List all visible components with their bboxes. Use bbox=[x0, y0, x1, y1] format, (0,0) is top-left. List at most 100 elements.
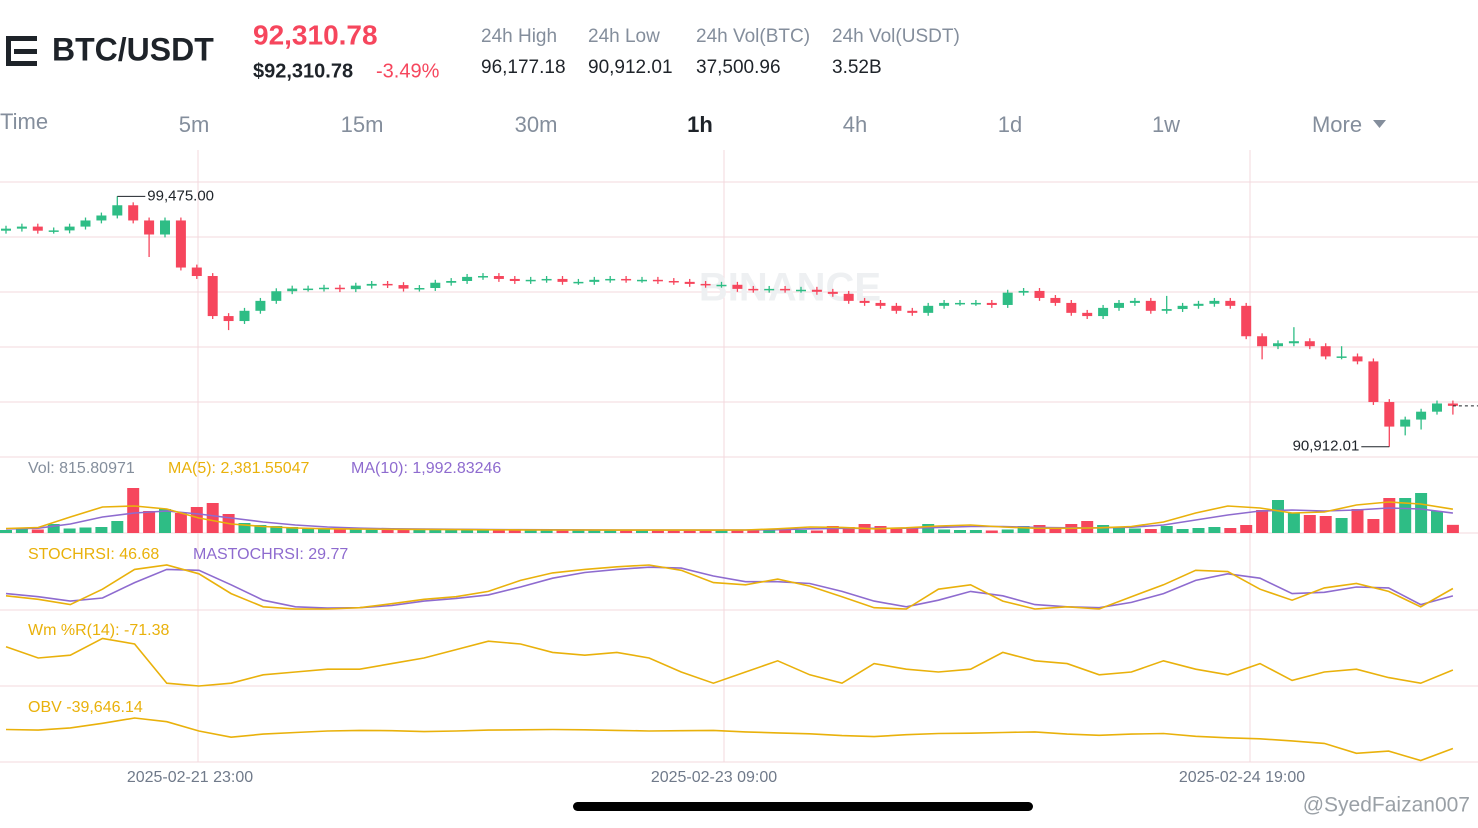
volume-bar bbox=[969, 530, 982, 533]
candle-body bbox=[1114, 302, 1124, 308]
volume-bar bbox=[461, 529, 474, 533]
candle-body bbox=[350, 285, 361, 290]
candle-body bbox=[64, 226, 75, 231]
candle-body bbox=[1384, 402, 1395, 427]
volume-bar bbox=[795, 530, 807, 533]
candle-body bbox=[1209, 300, 1220, 304]
volume-bar bbox=[318, 528, 330, 533]
volume-bar bbox=[747, 530, 760, 533]
volume-bar bbox=[1001, 529, 1014, 533]
volume-bar bbox=[1367, 519, 1380, 533]
candle-body bbox=[796, 289, 806, 292]
volume-bar bbox=[143, 511, 156, 533]
tab[interactable]: 15m bbox=[341, 112, 384, 137]
candle-body bbox=[1177, 305, 1188, 310]
tab[interactable]: More bbox=[1312, 112, 1362, 137]
volume-bar bbox=[874, 526, 887, 533]
candle-body bbox=[160, 220, 170, 235]
volume-bar bbox=[1128, 528, 1141, 533]
volume-bar bbox=[1176, 529, 1189, 533]
candle-body bbox=[144, 220, 155, 235]
candle-body bbox=[303, 288, 314, 291]
volume-bar bbox=[1431, 511, 1443, 533]
stat-value: 90,912.01 bbox=[588, 57, 673, 78]
candle-body bbox=[525, 279, 536, 282]
candle-body bbox=[493, 276, 504, 279]
candle-body bbox=[128, 205, 139, 221]
volume-bar bbox=[1335, 518, 1348, 533]
candle-body bbox=[334, 287, 345, 290]
volume-bar bbox=[238, 523, 251, 533]
williams-r-line bbox=[5, 637, 1454, 687]
tab[interactable]: 1d bbox=[998, 112, 1022, 137]
candle-body bbox=[1161, 309, 1172, 311]
candle-body bbox=[1368, 361, 1379, 403]
volume-bar bbox=[1287, 513, 1300, 533]
tab[interactable]: 1w bbox=[1152, 112, 1180, 137]
volume-bar bbox=[47, 524, 60, 533]
tab[interactable]: 1h bbox=[687, 112, 713, 137]
candle-body bbox=[986, 302, 997, 305]
candle-body bbox=[414, 288, 425, 290]
tab[interactable]: 5m bbox=[179, 112, 210, 137]
candle-body bbox=[970, 302, 981, 305]
williams-r-legend: Wm %R(14): -71.38 bbox=[28, 622, 169, 639]
volume-bar bbox=[1113, 528, 1125, 533]
volume-bar bbox=[111, 521, 124, 533]
volume-bar bbox=[79, 527, 92, 533]
volume-bar bbox=[508, 530, 521, 533]
volume-bar bbox=[1446, 524, 1459, 533]
tab[interactable]: 4h bbox=[843, 112, 867, 137]
candle-body bbox=[1, 228, 11, 231]
volume-bar bbox=[365, 529, 378, 533]
volume-bar bbox=[15, 529, 28, 533]
candle-body bbox=[684, 281, 695, 284]
mastochrsi-legend: MASTOCHRSI: 29.77 bbox=[193, 546, 348, 563]
candle-body bbox=[764, 288, 775, 291]
volume-bar bbox=[636, 530, 648, 533]
volume-bar bbox=[302, 528, 315, 533]
volume-bar bbox=[1097, 525, 1110, 533]
ma10-legend: MA(10): 1,992.83246 bbox=[351, 460, 501, 477]
volume-bar bbox=[254, 525, 267, 533]
stat-label: 24h Vol(BTC) bbox=[696, 26, 810, 47]
candle-body bbox=[1050, 297, 1061, 303]
candle-body bbox=[1018, 290, 1029, 293]
volume-bar bbox=[270, 526, 283, 533]
candle-body bbox=[32, 226, 43, 231]
dropdown-arrow[interactable] bbox=[1373, 120, 1386, 128]
candle-body bbox=[811, 289, 822, 292]
volume-bar bbox=[715, 530, 728, 533]
volume-bar bbox=[683, 530, 696, 533]
grid bbox=[0, 150, 1478, 763]
tab[interactable]: Time bbox=[0, 109, 48, 134]
volume-bar bbox=[381, 528, 394, 533]
candle-body bbox=[175, 220, 186, 268]
price: 92,310.78 bbox=[253, 19, 378, 50]
volume-bar bbox=[1272, 500, 1284, 533]
x-tick-label: 2025-02-23 09:00 bbox=[651, 769, 777, 786]
ma5-legend: MA(5): 2,381.55047 bbox=[168, 460, 310, 477]
volume-bar bbox=[1160, 526, 1173, 533]
candle-body bbox=[1432, 403, 1442, 412]
menu-icon[interactable] bbox=[6, 36, 37, 66]
stochrsi-line bbox=[5, 564, 1454, 610]
volume-bar bbox=[127, 488, 140, 533]
x-tick-label: 2025-02-24 19:00 bbox=[1179, 769, 1305, 786]
volume-bar bbox=[1383, 498, 1396, 533]
candle-body bbox=[541, 278, 552, 281]
volume-bar bbox=[174, 513, 187, 533]
volume-bar bbox=[1017, 526, 1030, 533]
volume-bar bbox=[1240, 525, 1253, 533]
volume-bar bbox=[906, 527, 919, 533]
candle-body bbox=[923, 305, 934, 313]
candle-body bbox=[80, 220, 91, 227]
volume-bar bbox=[190, 507, 203, 533]
volume-legend: Vol: 815.80971 bbox=[28, 460, 135, 477]
obv-line bbox=[5, 717, 1454, 762]
candle-body bbox=[207, 276, 218, 317]
candle-body bbox=[1034, 290, 1045, 298]
tab[interactable]: 30m bbox=[515, 112, 558, 137]
candle-body bbox=[1145, 300, 1156, 311]
